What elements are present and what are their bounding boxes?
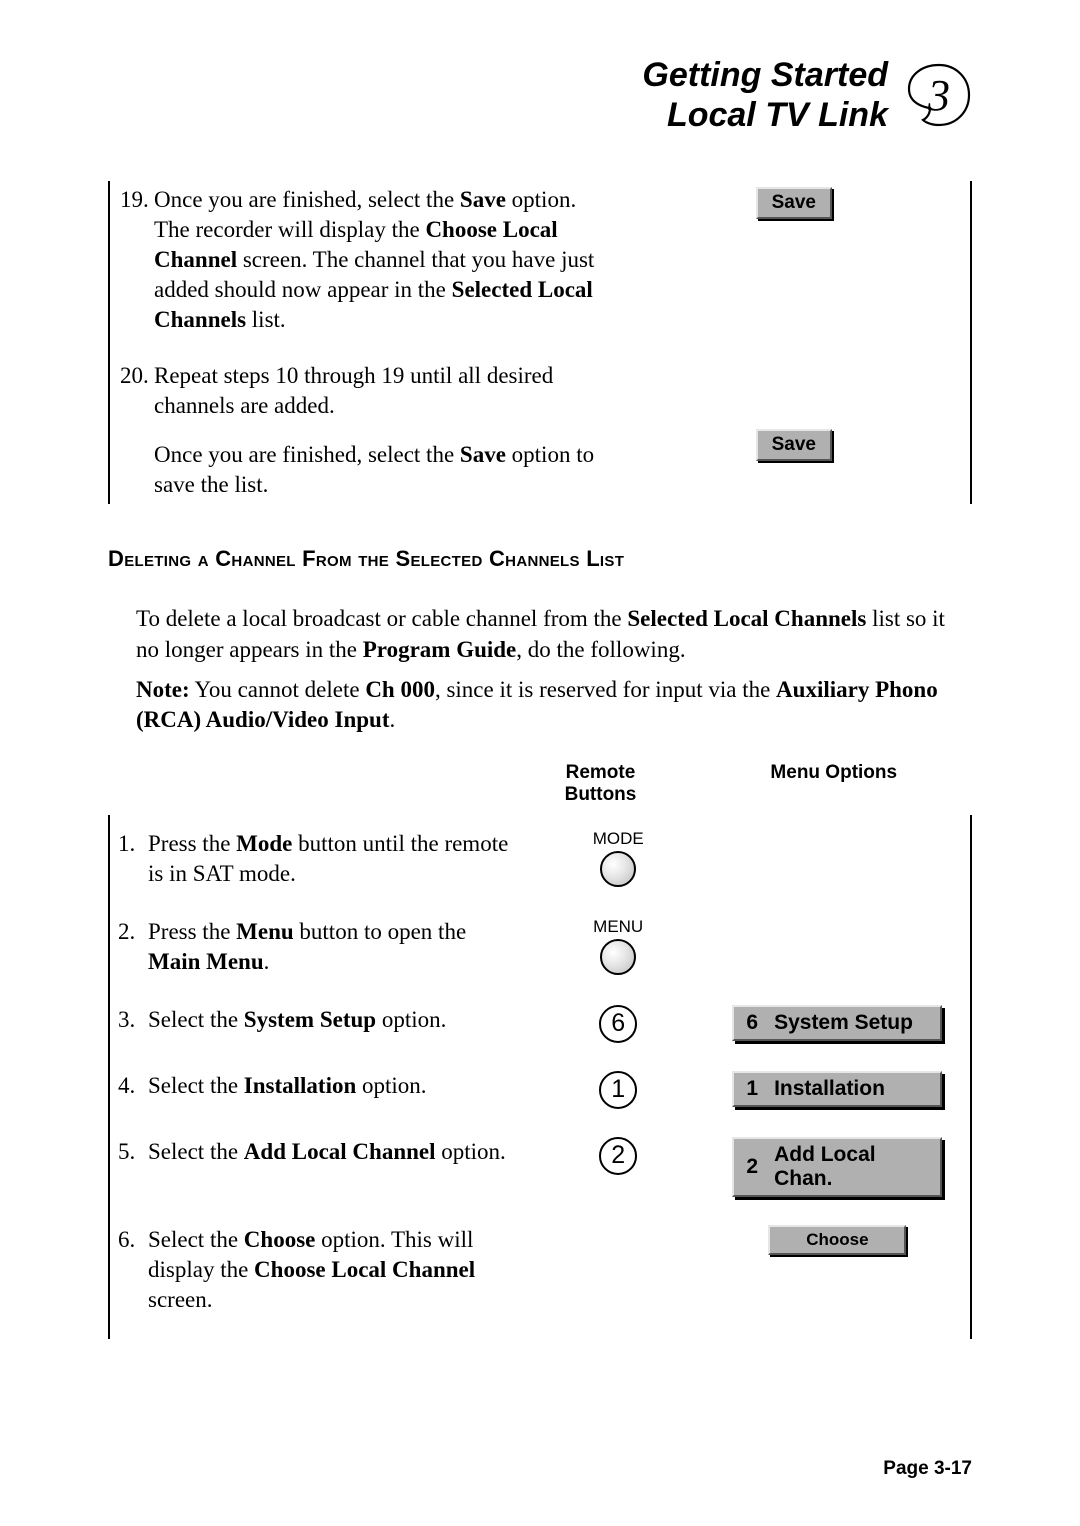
menu-option-installation[interactable]: 1 Installation xyxy=(732,1071,942,1107)
remote-mode-button: MODE xyxy=(593,829,644,887)
row-number: 4. xyxy=(118,1071,148,1101)
row-text: Press the Mode button until the remote i… xyxy=(148,829,514,889)
continuation-steps-block: 19. Once you are finished, select the Sa… xyxy=(108,181,972,504)
menu-option-label: System Setup xyxy=(774,1011,913,1035)
continuation-steps-buttons: Save Save xyxy=(618,185,970,500)
menu-option-choose[interactable]: Choose xyxy=(768,1225,906,1255)
header-menu-options: Menu Options xyxy=(696,762,972,806)
remote-number-2-icon: 2 xyxy=(599,1137,637,1175)
save-button[interactable]: Save xyxy=(756,429,832,461)
section-note: Note: You cannot delete Ch 000, since it… xyxy=(136,675,972,736)
step-number: 20. xyxy=(120,361,154,421)
instruction-table: 1. Press the Mode button until the remot… xyxy=(108,815,972,1338)
instruction-row-5: 5. Select the Add Local Channel option. … xyxy=(110,1123,970,1211)
save-button[interactable]: Save xyxy=(756,187,832,219)
round-button-icon xyxy=(600,939,636,975)
section-heading: Deleting a Channel From the Selected Cha… xyxy=(108,546,972,572)
step-20-continuation: Once you are finished, select the Save o… xyxy=(120,440,602,500)
step-number: 19. xyxy=(120,185,154,334)
instruction-row-4: 4. Select the Installation option. 1 1 I… xyxy=(110,1057,970,1123)
row-number: 2. xyxy=(118,917,148,977)
menu-option-label: Installation xyxy=(774,1077,885,1101)
row-text: Select the Installation option. xyxy=(148,1071,427,1101)
chapter-bubble: 3 xyxy=(906,62,972,128)
row-number: 1. xyxy=(118,829,148,889)
page: Getting Started Local TV Link 3 19. Once… xyxy=(0,0,1080,1526)
row-text: Press the Menu button to open the Main M… xyxy=(148,917,514,977)
remote-button-label: MODE xyxy=(593,829,644,849)
remote-menu-button: MENU xyxy=(593,917,643,975)
header-titles: Getting Started Local TV Link xyxy=(642,55,888,135)
instruction-row-6: 6. Select the Choose option. This will d… xyxy=(110,1211,970,1339)
step-19: 19. Once you are finished, select the Sa… xyxy=(120,185,602,334)
row-text: Select the Add Local Channel option. xyxy=(148,1137,506,1167)
row-number: 3. xyxy=(118,1005,148,1035)
menu-option-add-local-chan[interactable]: 2 Add Local Chan. xyxy=(732,1137,942,1197)
instruction-row-2: 2. Press the Menu button to open the Mai… xyxy=(110,903,970,991)
chapter-number: 3 xyxy=(928,70,950,121)
remote-number-6-icon: 6 xyxy=(599,1005,637,1043)
step-text: Once you are finished, select the Save o… xyxy=(154,185,602,334)
remote-button-label: MENU xyxy=(593,917,643,937)
instruction-headers: RemoteButtons Menu Options xyxy=(108,762,972,816)
continuation-steps-text: 19. Once you are finished, select the Sa… xyxy=(110,185,618,500)
page-header: Getting Started Local TV Link 3 xyxy=(108,55,972,135)
round-button-icon xyxy=(600,851,636,887)
page-footer: Page 3-17 xyxy=(883,1458,972,1480)
section-intro: To delete a local broadcast or cable cha… xyxy=(136,604,972,665)
row-number: 6. xyxy=(118,1225,148,1315)
header-remote-buttons: RemoteButtons xyxy=(505,762,695,806)
menu-option-number: 1 xyxy=(746,1077,758,1101)
instruction-row-1: 1. Press the Mode button until the remot… xyxy=(110,815,970,903)
instruction-row-3: 3. Select the System Setup option. 6 6 S… xyxy=(110,991,970,1057)
remote-number-1-icon: 1 xyxy=(599,1071,637,1109)
menu-option-system-setup[interactable]: 6 System Setup xyxy=(732,1005,942,1041)
step-text: Repeat steps 10 through 19 until all des… xyxy=(154,361,602,421)
row-text: Select the System Setup option. xyxy=(148,1005,446,1035)
header-line-2: Local TV Link xyxy=(642,95,888,135)
menu-option-number: 6 xyxy=(746,1011,758,1035)
menu-option-label: Add Local Chan. xyxy=(774,1143,928,1191)
row-text: Select the Choose option. This will disp… xyxy=(148,1225,514,1315)
header-line-1: Getting Started xyxy=(642,55,888,95)
step-20: 20. Repeat steps 10 through 19 until all… xyxy=(120,361,602,421)
menu-option-number: 2 xyxy=(746,1155,758,1179)
row-number: 5. xyxy=(118,1137,148,1167)
